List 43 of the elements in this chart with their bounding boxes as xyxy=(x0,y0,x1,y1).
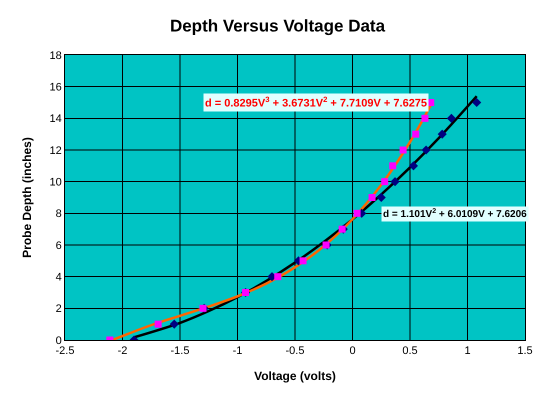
x-tick-label: 1 xyxy=(464,345,471,358)
x-tick-label: -1 xyxy=(232,345,242,358)
point xyxy=(438,130,447,139)
point xyxy=(376,192,386,202)
point xyxy=(446,114,456,123)
x-tick-label: -2.5 xyxy=(56,345,74,358)
point xyxy=(421,114,428,122)
y-tick-label: 6 xyxy=(56,240,62,252)
point xyxy=(472,98,482,108)
y-tick-label: 4 xyxy=(56,272,62,284)
y-tick-label: 2 xyxy=(56,303,62,316)
chart-title: Depth Versus Voltage Data xyxy=(170,16,386,36)
point xyxy=(400,146,407,154)
y-tick-label: 0 xyxy=(56,334,62,347)
x-tick-label: 0.5 xyxy=(402,345,418,358)
point xyxy=(300,257,307,264)
x-tick-label: -2 xyxy=(118,345,128,358)
point xyxy=(389,162,396,170)
annotation: d = 1.101V$^{2}$ + 6.0109V + 7.6206 xyxy=(383,208,528,220)
y-tick-label: 12 xyxy=(50,144,62,157)
point xyxy=(381,178,388,186)
annotation: d = 0.8295V$^{3}$ + 3.6731V$^{2}$ + 7.7109V + 7.6275 xyxy=(205,95,428,110)
x-tick-label: -1.5 xyxy=(170,345,190,358)
y-tick-label: 16 xyxy=(50,82,62,94)
point xyxy=(368,194,376,201)
point xyxy=(390,177,400,186)
y-tick-label: 14 xyxy=(50,113,62,126)
point xyxy=(354,210,361,217)
y-tick-label: 18 xyxy=(50,50,62,62)
point xyxy=(200,304,206,312)
x-tick-label: -0.5 xyxy=(286,345,304,358)
x-tick-label: 0 xyxy=(349,345,356,358)
point xyxy=(408,161,418,170)
point xyxy=(422,145,431,155)
y-axis-title: Probe Depth (inches) xyxy=(20,137,34,258)
y-tick-label: 10 xyxy=(50,176,62,189)
point xyxy=(154,320,162,328)
point xyxy=(274,273,282,280)
point xyxy=(412,130,420,138)
x-tick-label: 1.5 xyxy=(517,345,533,358)
y-tick-label: 8 xyxy=(56,208,62,220)
x-axis-title: Voltage (volts) xyxy=(254,369,336,384)
point xyxy=(170,320,179,329)
